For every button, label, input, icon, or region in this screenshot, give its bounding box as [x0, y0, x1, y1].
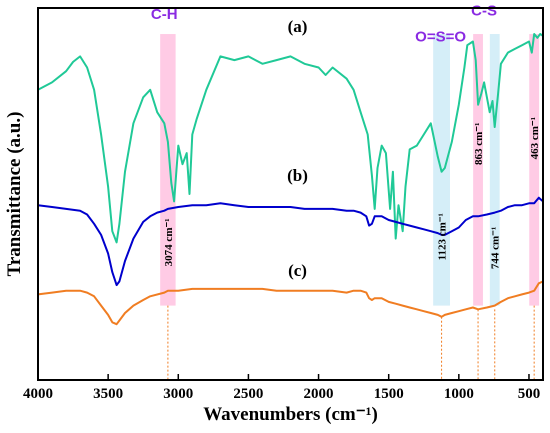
group-label-2: C-S: [471, 2, 497, 19]
series-label-0: (a): [288, 17, 308, 36]
band-label-463: 463 cm⁻¹: [529, 117, 541, 159]
series-line-0: [37, 33, 544, 244]
x-axis-ticks: 4000 3500 3000 2500 2000 1500 1000 500: [23, 374, 540, 402]
highlight-bands: [160, 34, 540, 306]
band-wavenumber-labels: 3074 cm⁻¹ 1123 cm⁻¹ 863 cm⁻¹ 744 cm⁻¹ 463 cm…: [163, 117, 541, 269]
series-line-2: [37, 280, 544, 326]
band-744: [489, 34, 500, 306]
band-3074: [160, 34, 176, 306]
x-tick-label-2000: 2000: [304, 386, 334, 402]
x-tick-label-1500: 1500: [374, 386, 404, 402]
series-labels: (a) (b) (c): [287, 17, 308, 280]
x-tick-label-1000: 1000: [444, 386, 474, 402]
series-label-1: (b): [287, 166, 308, 185]
y-axis-label: Transmittance (a.u.): [4, 112, 25, 277]
band-label-1123: 1123 cm⁻¹: [437, 213, 449, 260]
group-label-0: C-H: [151, 6, 178, 23]
series-line-1: [37, 196, 544, 287]
spectra-lines: [37, 33, 544, 326]
group-label-1: O=S=O: [415, 28, 466, 45]
plot-frame: [37, 7, 544, 381]
band-label-3074: 3074 cm⁻¹: [163, 218, 175, 266]
functional-group-labels: C-HO=S=OC-S-SH: [151, 2, 497, 45]
x-tick-label-2500: 2500: [233, 386, 263, 402]
x-axis-label: Wavenumbers (cm⁻¹): [203, 404, 378, 425]
band-drop-lines: [167, 305, 535, 380]
x-tick-label-500: 500: [518, 386, 541, 402]
x-tick-label-3000: 3000: [163, 386, 193, 402]
series-label-2: (c): [288, 261, 307, 280]
band-863: [473, 34, 483, 306]
band-label-863: 863 cm⁻¹: [473, 123, 485, 165]
band-label-744: 744 cm⁻¹: [490, 227, 502, 269]
x-tick-label-4000: 4000: [23, 386, 53, 402]
band-463: [529, 34, 540, 306]
x-tick-label-3500: 3500: [93, 386, 123, 402]
